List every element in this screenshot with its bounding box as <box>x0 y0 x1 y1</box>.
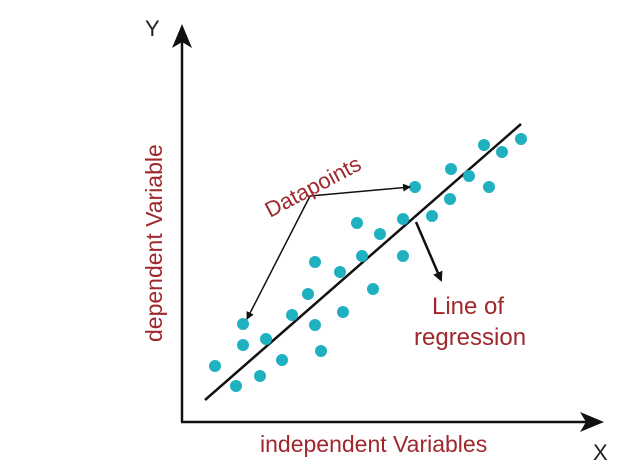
datapoint <box>309 319 321 331</box>
datapoint <box>254 370 266 382</box>
datapoint <box>367 283 379 295</box>
datapoint <box>334 266 346 278</box>
regression-line <box>204 123 522 401</box>
datapoint <box>444 193 456 205</box>
datapoint <box>315 345 327 357</box>
x-axis-title: independent Variables <box>260 431 487 457</box>
datapoint <box>409 181 421 193</box>
datapoint <box>397 250 409 262</box>
regression-label-line1: Line of <box>432 293 504 320</box>
datapoint <box>515 133 527 145</box>
datapoints-label: Datapoints <box>261 151 366 222</box>
datapoint <box>237 318 249 330</box>
datapoint <box>209 360 221 372</box>
datapoint <box>337 306 349 318</box>
datapoints-group <box>209 133 527 392</box>
datapoint <box>230 380 242 392</box>
datapoint <box>478 139 490 151</box>
datapoint <box>276 354 288 366</box>
regression-pointer-arrow <box>414 221 443 282</box>
y-axis-letter: Y <box>145 16 160 41</box>
y-axis-arrowhead <box>172 24 192 48</box>
datapoint <box>496 146 508 158</box>
datapoint <box>351 217 363 229</box>
x-axis-letter: X <box>593 440 608 465</box>
y-axis-title: dependent Variable <box>141 144 167 342</box>
datapoints-pointer-arrow-left <box>246 195 311 320</box>
datapoint <box>260 333 272 345</box>
datapoint <box>426 210 438 222</box>
datapoint <box>309 256 321 268</box>
datapoint <box>356 250 368 262</box>
datapoint <box>237 339 249 351</box>
datapoint <box>463 170 475 182</box>
x-axis-arrowhead <box>580 412 604 432</box>
datapoint <box>483 181 495 193</box>
regression-label-line2: regression <box>414 324 526 351</box>
datapoint <box>302 288 314 300</box>
datapoint <box>286 309 298 321</box>
datapoints-pointer-arrow-right <box>309 183 411 197</box>
datapoint <box>397 213 409 225</box>
datapoint <box>374 228 386 240</box>
datapoint <box>445 163 457 175</box>
